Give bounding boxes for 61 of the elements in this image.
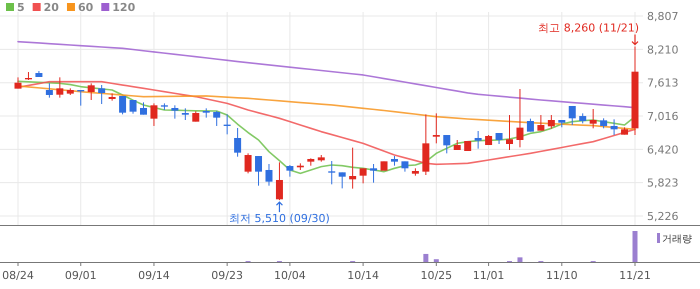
candlestick	[255, 156, 262, 186]
candlestick	[464, 141, 472, 151]
candlestick	[150, 102, 158, 126]
candlestick	[140, 102, 147, 116]
candlestick	[349, 147, 356, 190]
candlestick	[88, 82, 95, 100]
candlestick	[537, 114, 544, 132]
legend-label: 20	[44, 1, 60, 14]
candlestick	[454, 139, 461, 150]
annotation: 최고 8,260 (11/21)	[538, 22, 639, 35]
candlestick	[474, 130, 482, 150]
candlestick	[600, 118, 608, 129]
candlestick	[390, 156, 398, 166]
legend-label: 5	[17, 1, 25, 14]
y-tick-label: 7,613	[647, 76, 678, 90]
candlestick	[286, 164, 294, 178]
candlestick	[244, 152, 252, 174]
x-tick-label: 08/24	[2, 269, 34, 282]
x-tick-label: 11/10	[546, 269, 578, 282]
candlestick	[516, 88, 524, 148]
candlestick	[496, 132, 503, 145]
x-tick-label: 11/21	[619, 269, 651, 282]
candlestick	[338, 172, 346, 189]
candlestick	[276, 162, 283, 201]
legend-label: 거래량	[662, 234, 692, 245]
candlestick	[77, 90, 84, 106]
candlestick	[213, 110, 220, 126]
candlestick	[579, 112, 586, 124]
x-tick-label: 09/14	[138, 269, 170, 282]
candlestick	[506, 114, 514, 150]
legend-label: 60	[78, 1, 94, 14]
candlestick	[130, 100, 137, 114]
candlestick	[590, 108, 597, 129]
y-tick-label: 6,420	[647, 143, 678, 156]
y-tick-label: 7,016	[647, 110, 678, 124]
y-tick-label: 5,226	[647, 210, 678, 224]
y-tick-label: 5,823	[647, 176, 678, 190]
annotation: 최저 5,510 (09/30)	[229, 212, 330, 226]
x-tick-label: 10/14	[347, 269, 379, 282]
candlestick	[265, 164, 272, 186]
candlestick	[443, 134, 450, 154]
candlestick	[224, 114, 231, 135]
candlestick	[526, 118, 534, 132]
y-tick-label: 8,210	[647, 43, 678, 56]
x-tick-label: 10/25	[420, 269, 452, 282]
candlestick	[171, 104, 178, 120]
candlestick	[98, 84, 106, 105]
candlestick	[56, 76, 64, 98]
x-tick-label: 10/04	[274, 269, 306, 282]
candlestick	[610, 118, 618, 136]
candlestick	[46, 82, 53, 98]
candlestick	[548, 114, 555, 130]
y-tick-label: 8,807	[647, 10, 678, 23]
x-tick-label: 11/01	[472, 269, 504, 282]
x-tick-label: 09/23	[211, 269, 244, 282]
legend-label: 120	[112, 1, 136, 14]
candlestick	[234, 127, 242, 158]
candlestick	[568, 105, 576, 126]
x-tick-label: 09/01	[64, 269, 97, 282]
candlestick	[360, 168, 367, 184]
candlestick	[119, 95, 126, 115]
